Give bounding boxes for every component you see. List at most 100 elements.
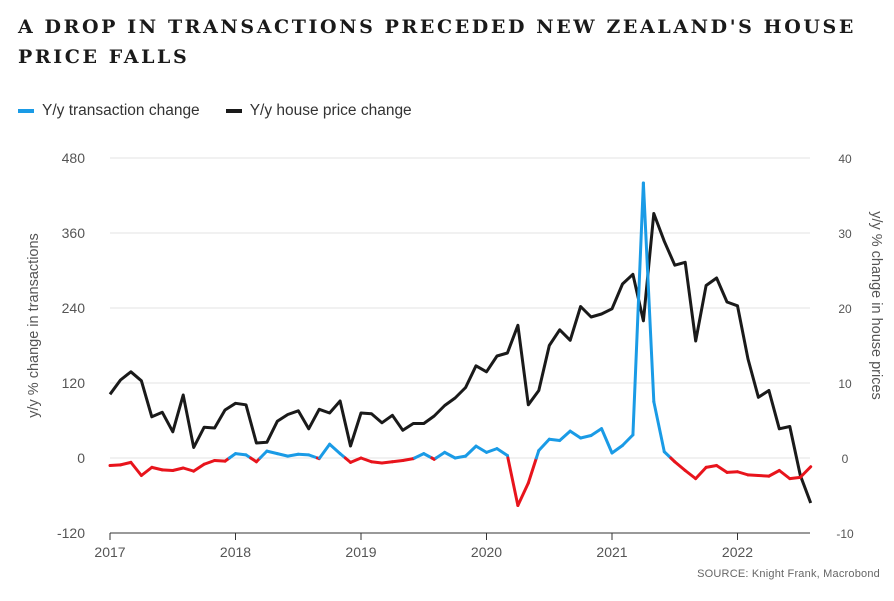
transaction-segment [506, 456, 520, 507]
transaction-segment [307, 453, 319, 460]
transaction-segment [265, 449, 279, 456]
transaction-segment [296, 452, 311, 457]
right-axis-ticks: 40 30 20 10 0 -10 [836, 152, 854, 541]
transaction-segment [160, 468, 175, 472]
y-tick-left: -120 [57, 525, 85, 541]
transaction-segment [756, 474, 771, 478]
transaction-segment [349, 456, 363, 464]
transaction-segment [704, 464, 719, 469]
transaction-segment [181, 466, 196, 473]
transaction-segment [725, 470, 739, 474]
transaction-segment [516, 481, 530, 507]
transaction-segment [474, 444, 488, 454]
transaction-segment [118, 460, 133, 467]
legend-label-house-prices: Y/y house price change [249, 102, 412, 119]
y-tick-right: 30 [838, 227, 852, 241]
y-tick-left: 0 [77, 450, 85, 466]
y-tick-left: 120 [62, 375, 86, 391]
transaction-segment [652, 400, 666, 454]
transaction-segment [610, 444, 624, 455]
transaction-segment [485, 447, 499, 454]
transaction-segment [369, 460, 384, 465]
legend-label-transactions: Y/y transaction change [42, 102, 200, 119]
transaction-segment [537, 437, 551, 452]
y-tick-left: 240 [62, 300, 86, 316]
y-tick-left: 360 [62, 225, 86, 241]
legend: Y/y transaction change Y/y house price c… [18, 102, 438, 120]
transaction-segment [434, 450, 447, 460]
source-note: SOURCE: Knight Frank, Macrobond [697, 568, 880, 580]
transaction-segment [422, 452, 434, 460]
transaction-segment [258, 449, 269, 460]
transaction-segment [234, 452, 248, 457]
transaction-segment [464, 444, 478, 458]
x-tick-label: 2017 [94, 544, 125, 560]
series-house-prices [108, 212, 813, 504]
transaction-segment [589, 427, 604, 437]
transaction-segment [694, 465, 708, 481]
legend-swatch-house-prices [225, 109, 242, 113]
transaction-segment [746, 473, 760, 477]
transaction-segment [673, 460, 687, 472]
transaction-segment [777, 469, 792, 481]
legend-swatch-transactions [18, 109, 34, 113]
transaction-segment [620, 433, 635, 447]
transaction-segment [213, 459, 227, 463]
transaction-segment [108, 463, 122, 467]
y-tick-right: 10 [838, 377, 852, 391]
transaction-segment [631, 181, 645, 437]
y-tick-left: 480 [62, 150, 86, 166]
y-tick-right: 40 [838, 152, 852, 166]
x-axis-ticks: 2017 2018 2019 2020 2021 2022 [94, 533, 753, 560]
y-tick-right: -10 [836, 527, 854, 541]
transaction-segment [318, 442, 332, 460]
transaction-segment [736, 470, 750, 477]
transaction-segment [443, 450, 457, 460]
transaction-segment [641, 181, 656, 404]
house-price-line [108, 212, 813, 504]
y-axis-title-right: y/y % change in house prices [868, 211, 884, 400]
transaction-segment [286, 452, 300, 458]
transaction-segment [150, 465, 164, 472]
transaction-segment [662, 450, 673, 460]
transaction-segment [558, 429, 572, 442]
transaction-segment [600, 427, 614, 455]
x-tick-label: 2022 [722, 544, 753, 560]
transaction-segment [359, 456, 373, 464]
transaction-segment [275, 452, 290, 458]
transaction-segment [788, 475, 802, 481]
x-tick-label: 2018 [220, 544, 251, 560]
transaction-segment [798, 465, 813, 479]
gridlines [110, 157, 810, 534]
transaction-segment [683, 469, 698, 481]
transaction-segment [192, 462, 206, 473]
series-transactions [108, 181, 813, 507]
transaction-segment [139, 465, 154, 477]
left-axis-ticks: 480 360 240 120 0 -120 [57, 150, 85, 541]
x-tick-label: 2021 [596, 544, 627, 560]
transaction-segment [413, 452, 426, 460]
transaction-segment [129, 460, 143, 477]
transaction-segment [171, 466, 185, 472]
transaction-segment [579, 434, 593, 440]
transaction-segment [380, 460, 394, 465]
transaction-segment [526, 456, 538, 485]
x-tick-label: 2020 [471, 544, 502, 560]
transaction-segment [767, 469, 781, 478]
transaction-segment [401, 457, 415, 462]
transaction-segment [715, 464, 729, 474]
transaction-segment [390, 459, 405, 464]
legend-item-house-prices: Y/y house price change [225, 102, 412, 120]
y-tick-right: 20 [838, 302, 852, 316]
transaction-segment [202, 459, 217, 466]
transaction-segment [453, 454, 468, 460]
y-axis-title-left: y/y % change in transactions [26, 233, 42, 418]
transaction-segment [495, 447, 509, 457]
legend-item-transactions: Y/y transaction change [18, 102, 200, 120]
x-tick-label: 2019 [345, 544, 376, 560]
chart-title: A DROP IN TRANSACTIONS PRECEDED NEW ZEAL… [18, 16, 856, 68]
y-tick-right: 0 [842, 452, 849, 466]
transaction-segment [568, 429, 583, 440]
transaction-segment [547, 437, 562, 442]
